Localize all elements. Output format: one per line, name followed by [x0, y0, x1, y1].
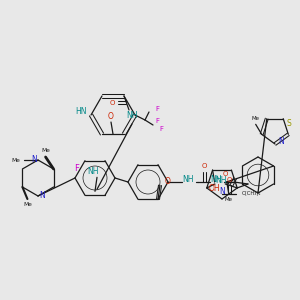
Text: NH: NH	[182, 176, 194, 184]
Text: Me: Me	[252, 116, 260, 121]
Text: O: O	[165, 177, 171, 186]
Text: F: F	[155, 106, 159, 112]
Text: NH: NH	[87, 167, 99, 176]
Text: O: O	[226, 177, 232, 183]
Text: NH: NH	[210, 175, 222, 184]
Text: F: F	[75, 164, 80, 173]
Text: N: N	[219, 188, 225, 196]
Text: NH: NH	[126, 111, 138, 120]
Text: NH: NH	[215, 176, 226, 185]
Text: O: O	[223, 171, 228, 177]
Text: F: F	[159, 126, 163, 132]
Text: S: S	[287, 119, 292, 128]
Text: HN: HN	[75, 106, 87, 116]
Text: F: F	[155, 118, 159, 124]
Text: Me: Me	[23, 202, 32, 208]
Text: OH: OH	[209, 184, 220, 193]
Text: O: O	[109, 100, 115, 106]
Text: O: O	[201, 163, 207, 169]
Text: O: O	[108, 112, 114, 121]
Text: N: N	[31, 155, 37, 164]
Text: N: N	[39, 191, 45, 200]
Text: C(CH₃)₂: C(CH₃)₂	[242, 191, 262, 196]
Text: Me: Me	[41, 148, 50, 154]
Text: N: N	[278, 136, 284, 146]
Text: Me: Me	[225, 197, 233, 202]
Text: Me: Me	[12, 158, 20, 163]
